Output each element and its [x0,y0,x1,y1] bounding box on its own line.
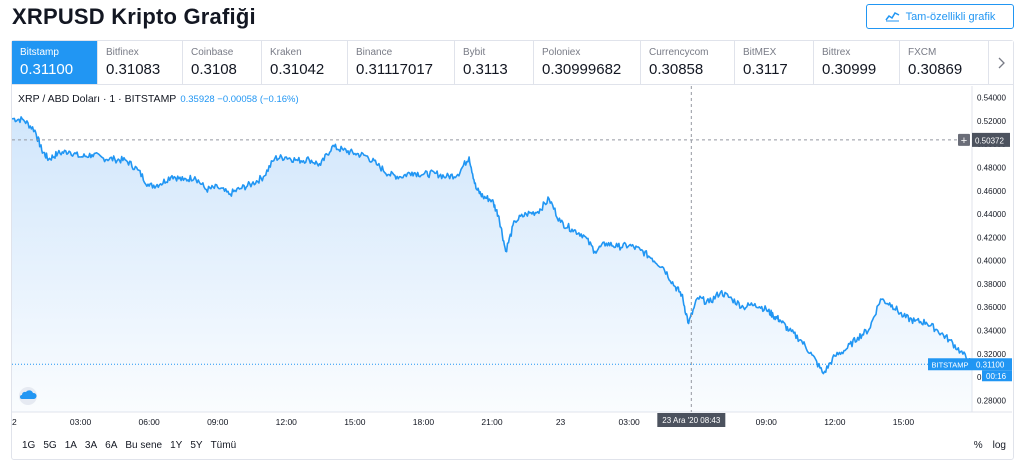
tradingview-cloud-icon[interactable] [19,387,37,405]
y-tick-label: 0.36000 [977,303,1006,312]
x-tick-label: 21:00 [481,417,503,427]
x-tick-label: 12:00 [824,417,846,427]
log-scale-toggle[interactable]: log [992,439,1006,451]
y-tick-label: 0.28000 [977,396,1006,405]
exchange-price: 0.31042 [270,61,325,78]
tab-exchange-currencycom[interactable]: Currencycom 0.30858 [641,41,735,84]
legend-symbol: XRP / ABD Doları · 1 · BITSTAMP [18,93,177,105]
x-tick-label: 2 [12,417,17,427]
price-line [12,116,973,375]
timeframe-1g[interactable]: 1G [22,439,36,451]
x-tick-label: 03:00 [70,417,92,427]
chart-widget-frame [11,40,1014,460]
last-price-box [972,358,1012,371]
tabs-next-button[interactable] [988,41,1013,84]
tab-exchange-fxcm[interactable]: FXCM 0.30869 [900,41,989,84]
exchange-tabs: Bitstamp 0.31100 Bitfinex 0.31083 Coinba… [12,41,1013,85]
price-area-fill [12,116,972,413]
legend-values: 0.35928 −0.00058 (−0.16%) [180,94,299,105]
last-price-label: 0.31100 [976,360,1005,369]
y-tick-label: 0.42000 [977,233,1006,242]
x-tick-label: 09:00 [207,417,229,427]
x-tick-label: 18:00 [413,417,435,427]
x-tick-label: 23 [556,417,566,427]
timeframe-1y[interactable]: 1Y [170,439,183,451]
x-tick-label: 12:00 [276,417,298,427]
tab-exchange-bybit[interactable]: Bybit 0.3113 [455,41,534,84]
timeframe-all[interactable]: Tümü [210,439,237,451]
exchange-price: 0.30858 [649,61,704,78]
timeframe-3a[interactable]: 3A [84,439,98,451]
exchange-name: Bitstamp [20,47,59,58]
tab-exchange-binance[interactable]: Binance 0.31117017 [348,41,455,84]
exchange-name: BitMEX [743,47,777,58]
chart-legend: XRP / ABD Doları · 1 · BITSTAMP 0.35928 −… [18,93,299,105]
exchange-name: Bittrex [822,47,851,58]
exchange-price: 0.30869 [908,61,963,78]
timeframe-bar: 1G 5G 1A 3A 6A Bu sene 1Y 5Y Tümü % log [12,432,1012,458]
tab-exchange-bitmex[interactable]: BitMEX 0.3117 [735,41,814,84]
y-tick-label: 0.34000 [977,327,1006,336]
page-title: XRPUSD Kripto Grafiği [12,4,256,29]
exchange-name: Poloniex [542,47,581,58]
timeframe-ytd[interactable]: Bu sene [125,439,163,451]
exchange-name: Kraken [270,47,302,58]
exchange-price: 0.3108 [191,61,237,78]
crosshair-price-box [972,132,1010,147]
exchange-name: Bitfinex [106,47,139,58]
exchange-name: Coinbase [191,47,234,58]
chevron-right-icon [998,57,1005,68]
exchange-price: 0.3117 [743,61,788,78]
percent-scale-toggle[interactable]: % [973,439,983,451]
y-tick-label: 0.46000 [977,187,1006,196]
full-chart-button[interactable]: Tam-özellikli grafik [866,4,1014,29]
y-tick-label: 0.38000 [977,280,1006,289]
exchange-name: Bybit [463,47,486,58]
timeframe-5g[interactable]: 5G [43,439,57,451]
x-tick-label: 03:00 [619,417,641,427]
crosshair-add-button[interactable] [958,133,970,146]
crosshair-price-label: 0.50372 [975,136,1004,145]
series-name-box [928,358,972,371]
exchange-price: 0.31100 [20,61,74,78]
countdown-box [982,370,1012,382]
y-tick-label: 0.40000 [977,257,1006,266]
y-tick-label: 0.32000 [977,350,1006,359]
tab-exchange-bittrex[interactable]: Bittrex 0.30999 [814,41,900,84]
countdown-label: 00:16 [986,372,1007,381]
exchange-name: Binance [356,47,393,58]
y-tick-label: 0.54000 [977,94,1006,103]
timeframe-1a[interactable]: 1A [64,439,77,451]
tab-exchange-coinbase[interactable]: Coinbase 0.3108 [183,41,262,84]
full-chart-button-label: Tam-özellikli grafik [905,10,996,23]
plus-icon: + [961,135,967,147]
y-tick-label: 0.48000 [977,164,1006,173]
crosshair-time-label: 23 Ara '20 08:43 [662,416,721,425]
tab-exchange-poloniex[interactable]: Poloniex 0.30999682 [534,41,641,84]
tab-exchange-bitstamp[interactable]: Bitstamp 0.31100 [12,41,98,84]
tab-exchange-kraken[interactable]: Kraken 0.31042 [262,41,348,84]
timeframe-6a[interactable]: 6A [105,439,118,451]
tab-exchange-bitfinex[interactable]: Bitfinex 0.31083 [98,41,183,84]
series-name-label: BITSTAMP [932,360,969,369]
x-tick-label: 15:00 [344,417,366,427]
x-tick-label: 15:00 [893,417,915,427]
exchange-price: 0.3113 [463,61,508,78]
y-tick-label: 0.52000 [977,117,1006,126]
exchange-price: 0.30999682 [542,61,622,78]
exchange-price: 0.31083 [106,61,161,78]
chart-line-icon [884,12,899,22]
x-tick-label: 09:00 [756,417,778,427]
exchange-name: FXCM [908,47,937,58]
exchange-name: Currencycom [649,47,709,58]
crosshair-time-box [657,413,726,427]
y-tick-label: 0.44000 [977,210,1006,219]
price-chart[interactable]: 0.540000.520000.500000.480000.460000.440… [12,86,1012,432]
timeframe-5y[interactable]: 5Y [190,439,203,451]
exchange-price: 0.31117017 [356,61,434,78]
x-tick-label: 06:00 [139,417,161,427]
exchange-price: 0.30999 [822,61,877,78]
